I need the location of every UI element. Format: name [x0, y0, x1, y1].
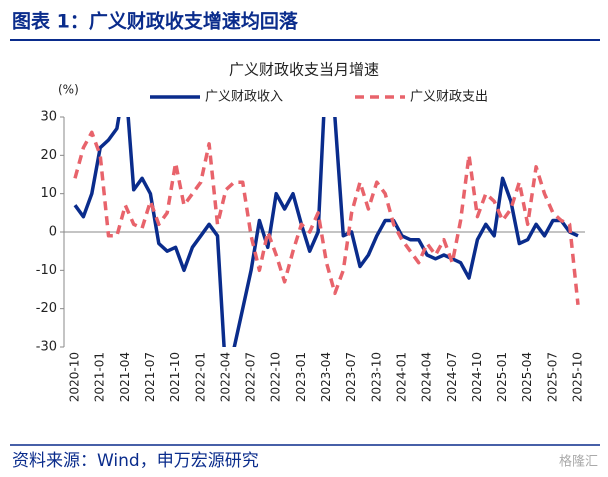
x-tick-label: 2025-07	[545, 352, 559, 402]
x-tick-label: 2020-10	[68, 352, 82, 402]
x-tick-label: 2023-10	[369, 352, 383, 402]
x-tick-label: 2024-01	[394, 352, 408, 402]
x-tick-label: 2021-10	[168, 352, 182, 402]
x-tick-label: 2022-07	[244, 352, 258, 402]
x-tick-label: 2022-10	[269, 352, 283, 402]
y-unit-label: (%)	[58, 83, 79, 97]
y-tick-label: -10	[36, 263, 57, 278]
x-tick-label: 2023-07	[344, 352, 358, 402]
y-tick-label: 10	[40, 186, 57, 201]
plot-area: -30 -20 -10 0 10 20 30 2020-10 2021-01 2021-04 202…	[36, 110, 585, 402]
x-tick-label: 2024-10	[470, 352, 484, 402]
x-tick-label: 2025-04	[520, 352, 534, 402]
x-tick-label: 2021-07	[143, 352, 157, 402]
y-tick-label: -30	[36, 340, 57, 355]
footer-source: 资料来源：Wind，申万宏源研究	[12, 451, 259, 471]
y-tick-label: 0	[49, 225, 57, 240]
x-tick-label: 2023-01	[294, 352, 308, 402]
series-line	[73, 130, 580, 305]
watermark: 格隆汇	[559, 454, 598, 470]
chart-title: 广义财政收支当月增速	[229, 61, 379, 79]
x-tick-label: 2023-04	[319, 352, 333, 402]
y-tick-label: 20	[40, 148, 57, 163]
x-tick-label: 2024-04	[420, 352, 434, 402]
series-line	[73, 117, 579, 347]
y-tick-label: 30	[40, 110, 57, 125]
legend-label: 广义财政支出	[410, 90, 488, 105]
legend-label: 广义财政收入	[205, 90, 283, 105]
x-tick-label: 2024-07	[445, 352, 459, 402]
legend: 广义财政收入 广义财政支出	[150, 90, 488, 105]
x-tick-label: 2025-01	[495, 352, 509, 402]
header-title: 图表 1：广义财政收支增速均回落	[12, 10, 299, 33]
x-tick-label: 2021-01	[93, 352, 107, 402]
x-tick-label: 2022-01	[193, 352, 207, 402]
x-tick-label: 2025-10	[571, 352, 585, 402]
y-tick-label: -20	[36, 301, 57, 316]
x-tick-label: 2022-04	[218, 352, 232, 402]
x-tick-label: 2021-04	[118, 352, 132, 402]
